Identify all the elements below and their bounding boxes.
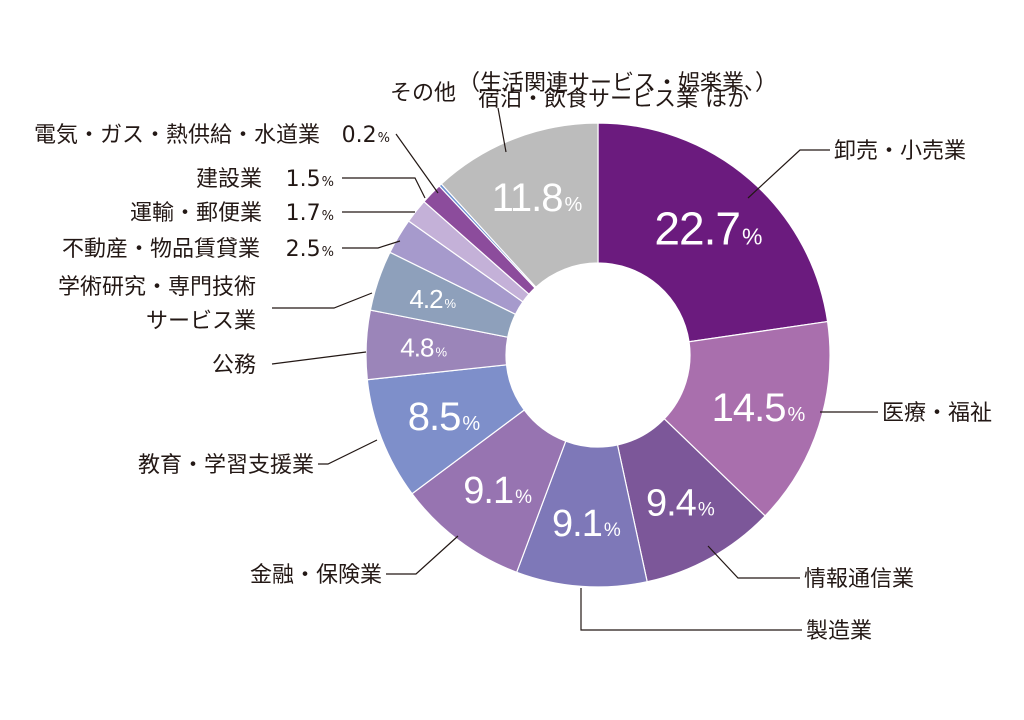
segment-10-value: 1.5% (286, 167, 334, 192)
segment-1-label: 医療・福祉 (882, 401, 992, 426)
segment-12-leader (497, 107, 507, 153)
segment-6-value: 4.8% (400, 333, 447, 363)
segment-5-leader (318, 439, 378, 465)
segment-12-sublabel-line-2: 宿泊・飲食サービス業 ほか (478, 87, 749, 112)
segment-11-label: 電気・ガス・熱供給・水道業 (34, 123, 320, 148)
segment-3-leader (580, 588, 802, 631)
segment-11-value: 0.2% (342, 123, 390, 148)
segment-1-slice (663, 320, 831, 517)
segment-10-label: 建設業 (196, 167, 262, 192)
segment-7-leader (272, 292, 373, 309)
segment-2-label: 情報通信業 (804, 567, 914, 592)
segment-3-label: 製造業 (806, 619, 872, 644)
slices (365, 122, 831, 588)
segment-12-slice (440, 122, 599, 288)
segment-0-slice (597, 122, 829, 343)
segment-4-leader (386, 535, 459, 575)
segment-4-label: 金融・保険業 (250, 563, 382, 588)
segment-8-leader (342, 240, 401, 249)
segment-12-label: その他 (390, 81, 456, 106)
segment-10-leader (342, 177, 426, 199)
segment-12-sublabel-line-1: （生活関連サービス・娯楽業、） (458, 71, 777, 96)
segment-7-label-line-2: サービス業 (146, 309, 256, 334)
segment-6-label: 公務 (212, 353, 256, 378)
segment-0-label: 卸売・小売業 (834, 139, 966, 164)
segment-0-leader (747, 149, 830, 199)
segment-6-leader (271, 351, 367, 365)
segment-8-label: 不動産・物品賃貸業 (62, 237, 260, 262)
segment-9-value: 1.7% (286, 201, 334, 226)
segment-2-leader (707, 545, 800, 579)
segment-8-value: 2.5% (286, 237, 334, 262)
leader-lines (271, 107, 878, 631)
segment-7-label-line-1: 学術研究・専門技術 (58, 275, 256, 300)
segment-11-leader (395, 133, 439, 194)
segment-9-label: 運輸・郵便業 (130, 201, 262, 226)
segment-5-label: 教育・学習支援業 (138, 453, 314, 478)
